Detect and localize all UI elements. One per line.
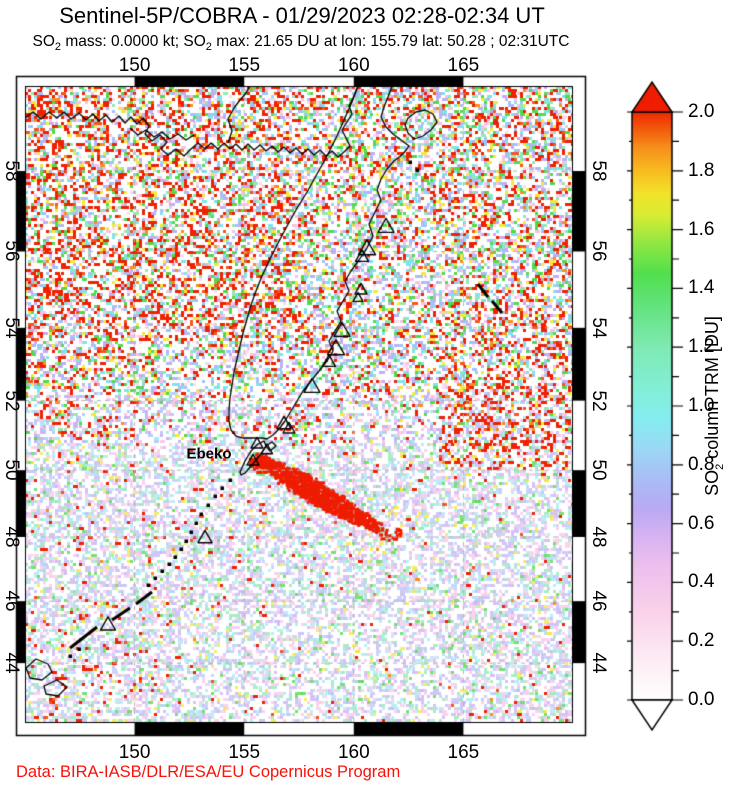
lat-tick-label-right: 44: [588, 652, 609, 674]
colorbar-tick-label: 1.2: [688, 336, 715, 358]
lat-tick-label-right: 52: [588, 390, 609, 412]
data-credit: Data: BIRA-IASB/DLR/ESA/EU Copernicus Pr…: [16, 763, 401, 781]
lat-tick-label-right: 48: [588, 526, 609, 548]
figure-title: Sentinel-5P/COBRA - 01/29/2023 02:28-02:…: [59, 3, 545, 28]
lon-tick-label-bottom: 155: [228, 742, 261, 763]
lat-tick-label-left: 44: [1, 652, 22, 674]
lat-tick-label-right: 54: [588, 317, 609, 339]
lat-tick-label-left: 54: [1, 317, 22, 339]
colorbar-tick-label: 2.0: [688, 101, 715, 122]
lat-tick-label-right: 50: [588, 459, 609, 481]
lon-tick-label-top: 165: [447, 55, 480, 76]
lon-tick-label-top: 150: [118, 55, 151, 76]
colorbar-tick-label: 1.4: [688, 277, 715, 299]
volcano-label-ebeko: Ebeko: [186, 445, 232, 463]
colorbar-tick-label: 1.0: [688, 395, 715, 416]
lat-tick-label-left: 46: [1, 590, 22, 612]
lat-tick-label-left: 50: [1, 459, 22, 481]
lat-tick-label-left: 48: [1, 526, 22, 548]
lon-tick-label-top: 155: [228, 55, 261, 76]
lon-tick-label-bottom: 150: [118, 742, 151, 763]
lat-tick-label-right: 46: [588, 590, 609, 612]
colorbar-tick-label: 0.6: [688, 512, 715, 534]
lat-tick-label-right: 56: [588, 240, 609, 263]
lon-tick-label-top: 160: [337, 55, 370, 76]
colorbar-tick-label: 0.0: [688, 689, 715, 710]
colorbar-tick-label: 0.8: [688, 453, 715, 475]
lat-tick-label-right: 58: [588, 160, 609, 182]
colorbar-tick-label: 0.2: [688, 630, 715, 652]
lat-tick-label-left: 56: [1, 240, 22, 263]
figure-subtitle: SO2 mass: 0.0000 kt; SO2 max: 21.65 DU a…: [32, 32, 570, 54]
lon-tick-label-bottom: 160: [337, 742, 370, 763]
lat-tick-label-left: 52: [1, 390, 22, 412]
colorbar-tick-label: 0.4: [688, 571, 715, 593]
lon-tick-label-bottom: 165: [447, 742, 480, 763]
colorbar-tick-label: 1.8: [688, 159, 715, 181]
lat-tick-label-left: 58: [1, 160, 22, 182]
colorbar-tick-label: 1.6: [688, 218, 715, 240]
